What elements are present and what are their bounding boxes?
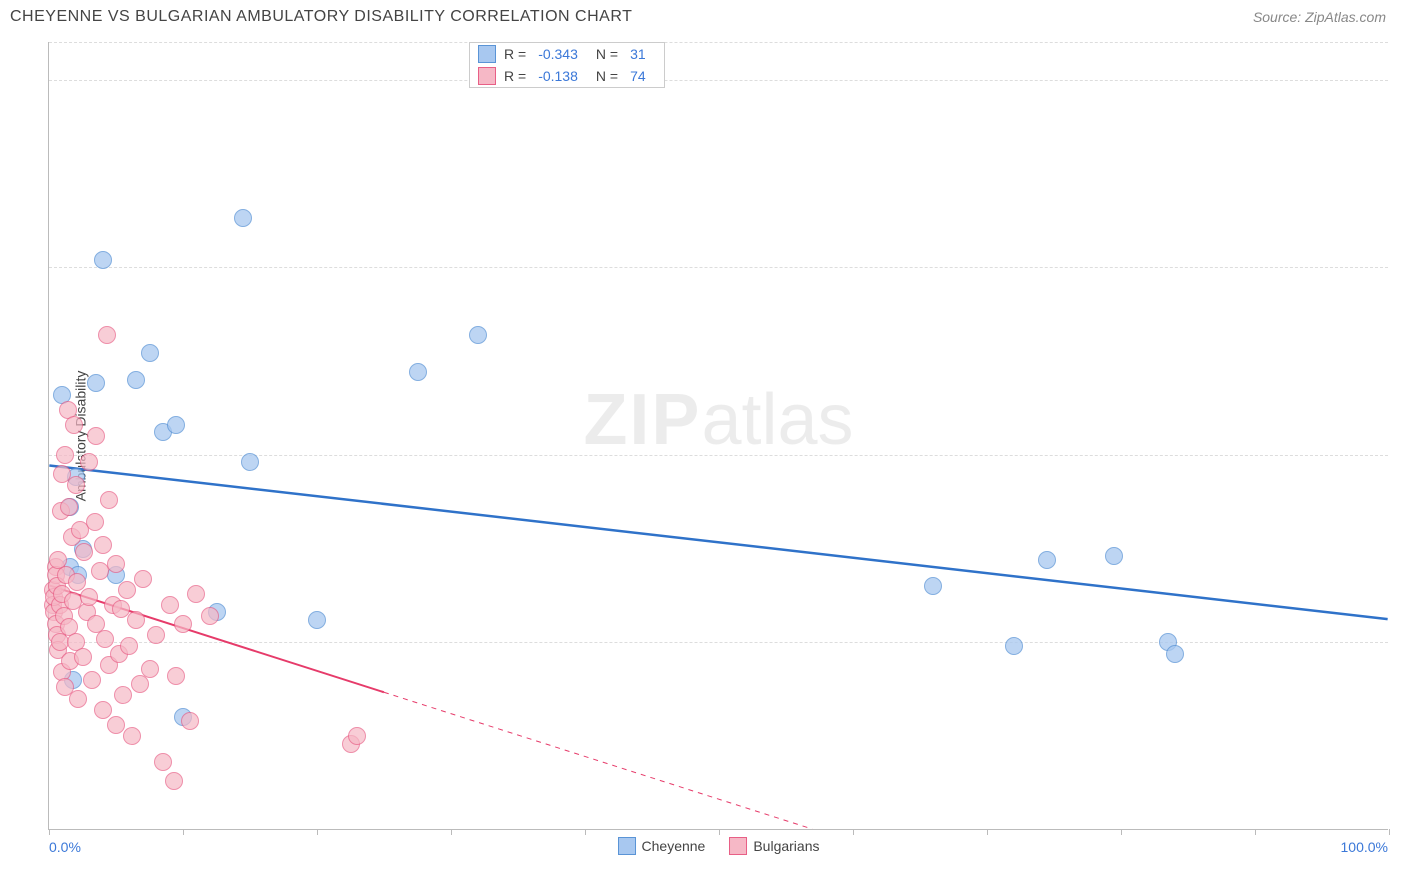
data-point: [348, 727, 366, 745]
legend-item: Cheyenne: [618, 837, 706, 855]
y-tick-label: 20.0%: [1393, 73, 1406, 89]
data-point: [181, 712, 199, 730]
legend-n-label: N =: [596, 46, 618, 62]
data-point: [87, 374, 105, 392]
data-point: [234, 209, 252, 227]
grid-line: 5.0%: [49, 642, 1388, 643]
x-tick: [451, 829, 452, 835]
data-point: [167, 667, 185, 685]
data-point: [98, 326, 116, 344]
data-point: [1005, 637, 1023, 655]
trend-lines: [49, 42, 1388, 829]
data-point: [201, 607, 219, 625]
legend-r-label: R =: [504, 46, 526, 62]
x-tick: [987, 829, 988, 835]
data-point: [147, 626, 165, 644]
chart-title: CHEYENNE VS BULGARIAN AMBULATORY DISABIL…: [10, 8, 632, 26]
data-point: [127, 371, 145, 389]
data-point: [94, 251, 112, 269]
data-point: [87, 427, 105, 445]
data-point: [56, 446, 74, 464]
legend-swatch: [729, 837, 747, 855]
watermark: ZIPatlas: [583, 379, 853, 461]
y-tick-label: 5.0%: [1393, 635, 1406, 651]
legend-label: Bulgarians: [753, 838, 819, 854]
x-tick: [585, 829, 586, 835]
data-point: [107, 716, 125, 734]
data-point: [187, 585, 205, 603]
data-point: [469, 326, 487, 344]
data-point: [74, 648, 92, 666]
legend-row: R = -0.343 N = 31: [470, 43, 664, 65]
data-point: [1166, 645, 1184, 663]
x-axis-max-label: 100.0%: [1341, 839, 1388, 855]
legend-n-value: 74: [630, 68, 646, 84]
data-point: [174, 615, 192, 633]
data-point: [924, 577, 942, 595]
data-point: [134, 570, 152, 588]
x-axis-min-label: 0.0%: [49, 839, 81, 855]
series-legend: Cheyenne Bulgarians: [618, 837, 820, 855]
data-point: [69, 690, 87, 708]
data-point: [94, 701, 112, 719]
data-point: [161, 596, 179, 614]
data-point: [118, 581, 136, 599]
data-point: [83, 671, 101, 689]
data-point: [141, 344, 159, 362]
legend-n-label: N =: [596, 68, 618, 84]
data-point: [127, 611, 145, 629]
grid-line: 15.0%: [49, 267, 1388, 268]
x-tick: [317, 829, 318, 835]
x-tick: [1389, 829, 1390, 835]
data-point: [67, 476, 85, 494]
legend-r-value: -0.138: [538, 68, 578, 84]
x-tick: [853, 829, 854, 835]
legend-r-label: R =: [504, 68, 526, 84]
data-point: [1105, 547, 1123, 565]
data-point: [80, 588, 98, 606]
x-tick: [1121, 829, 1122, 835]
data-point: [96, 630, 114, 648]
correlation-legend: R = -0.343 N = 31 R = -0.138 N = 74: [469, 42, 665, 88]
data-point: [114, 686, 132, 704]
legend-label: Cheyenne: [642, 838, 706, 854]
data-point: [165, 772, 183, 790]
legend-swatch: [618, 837, 636, 855]
legend-r-value: -0.343: [538, 46, 578, 62]
grid-line: 20.0%: [49, 80, 1388, 81]
x-tick: [183, 829, 184, 835]
data-point: [60, 498, 78, 516]
data-point: [154, 753, 172, 771]
data-point: [167, 416, 185, 434]
x-tick: [49, 829, 50, 835]
legend-item: Bulgarians: [729, 837, 819, 855]
data-point: [241, 453, 259, 471]
data-point: [123, 727, 141, 745]
legend-row: R = -0.138 N = 74: [470, 65, 664, 87]
y-tick-label: 10.0%: [1393, 448, 1406, 464]
legend-n-value: 31: [630, 46, 646, 62]
legend-swatch: [478, 45, 496, 63]
data-point: [68, 573, 86, 591]
chart-plot-area: Ambulatory Disability 5.0%10.0%15.0%20.0…: [48, 42, 1388, 830]
source-label: Source: ZipAtlas.com: [1253, 9, 1386, 25]
data-point: [308, 611, 326, 629]
data-point: [409, 363, 427, 381]
data-point: [1038, 551, 1056, 569]
x-tick: [719, 829, 720, 835]
data-point: [120, 637, 138, 655]
data-point: [94, 536, 112, 554]
legend-swatch: [478, 67, 496, 85]
x-tick: [1255, 829, 1256, 835]
data-point: [100, 491, 118, 509]
data-point: [65, 416, 83, 434]
data-point: [86, 513, 104, 531]
data-point: [141, 660, 159, 678]
y-tick-label: 15.0%: [1393, 260, 1406, 276]
data-point: [107, 555, 125, 573]
data-point: [75, 543, 93, 561]
data-point: [80, 453, 98, 471]
